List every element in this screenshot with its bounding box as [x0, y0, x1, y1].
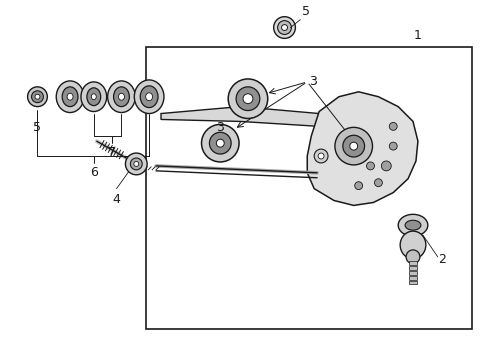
Polygon shape [307, 92, 418, 206]
Bar [409, 271, 417, 275]
Ellipse shape [81, 82, 107, 112]
Ellipse shape [400, 231, 426, 259]
Ellipse shape [35, 94, 40, 99]
Text: 2: 2 [438, 253, 445, 266]
Ellipse shape [67, 93, 73, 100]
Text: 5: 5 [302, 5, 310, 18]
Bar [409, 280, 417, 284]
Ellipse shape [278, 21, 292, 35]
Ellipse shape [236, 87, 260, 111]
Ellipse shape [228, 79, 268, 118]
Ellipse shape [282, 24, 288, 31]
Text: 4: 4 [113, 193, 121, 206]
Ellipse shape [209, 132, 231, 154]
Bar [409, 261, 417, 265]
Bar [409, 276, 417, 280]
Text: 7: 7 [108, 146, 116, 159]
Ellipse shape [381, 161, 391, 171]
Ellipse shape [273, 17, 295, 39]
Text: 6: 6 [90, 166, 98, 179]
Ellipse shape [27, 87, 48, 107]
Ellipse shape [130, 158, 142, 170]
Ellipse shape [374, 179, 382, 186]
Text: 3: 3 [309, 75, 317, 89]
Text: 5: 5 [33, 121, 42, 134]
Polygon shape [161, 107, 319, 126]
Ellipse shape [350, 142, 358, 150]
Ellipse shape [367, 162, 374, 170]
Ellipse shape [318, 153, 324, 159]
Ellipse shape [343, 135, 365, 157]
Ellipse shape [31, 91, 44, 103]
Ellipse shape [335, 127, 372, 165]
Ellipse shape [56, 81, 84, 113]
Ellipse shape [243, 94, 253, 104]
Ellipse shape [134, 80, 164, 113]
Ellipse shape [140, 86, 158, 108]
Ellipse shape [62, 87, 78, 107]
Ellipse shape [201, 125, 239, 162]
Ellipse shape [87, 88, 101, 105]
Ellipse shape [389, 142, 397, 150]
Ellipse shape [314, 149, 328, 163]
Ellipse shape [134, 161, 139, 166]
Ellipse shape [108, 81, 135, 113]
Text: 3: 3 [217, 121, 224, 134]
Ellipse shape [389, 122, 397, 130]
Text: 1: 1 [414, 30, 422, 42]
Ellipse shape [114, 87, 129, 107]
Ellipse shape [125, 153, 147, 175]
Bar [409, 266, 417, 270]
Ellipse shape [146, 93, 152, 101]
Bar [146, 47, 472, 329]
Ellipse shape [405, 220, 421, 230]
Ellipse shape [355, 182, 363, 190]
Ellipse shape [91, 94, 96, 100]
Ellipse shape [119, 93, 124, 100]
Ellipse shape [217, 139, 224, 147]
Ellipse shape [398, 214, 428, 236]
Ellipse shape [406, 250, 420, 264]
